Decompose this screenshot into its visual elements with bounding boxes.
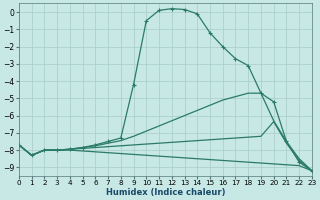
X-axis label: Humidex (Indice chaleur): Humidex (Indice chaleur)	[106, 188, 225, 197]
